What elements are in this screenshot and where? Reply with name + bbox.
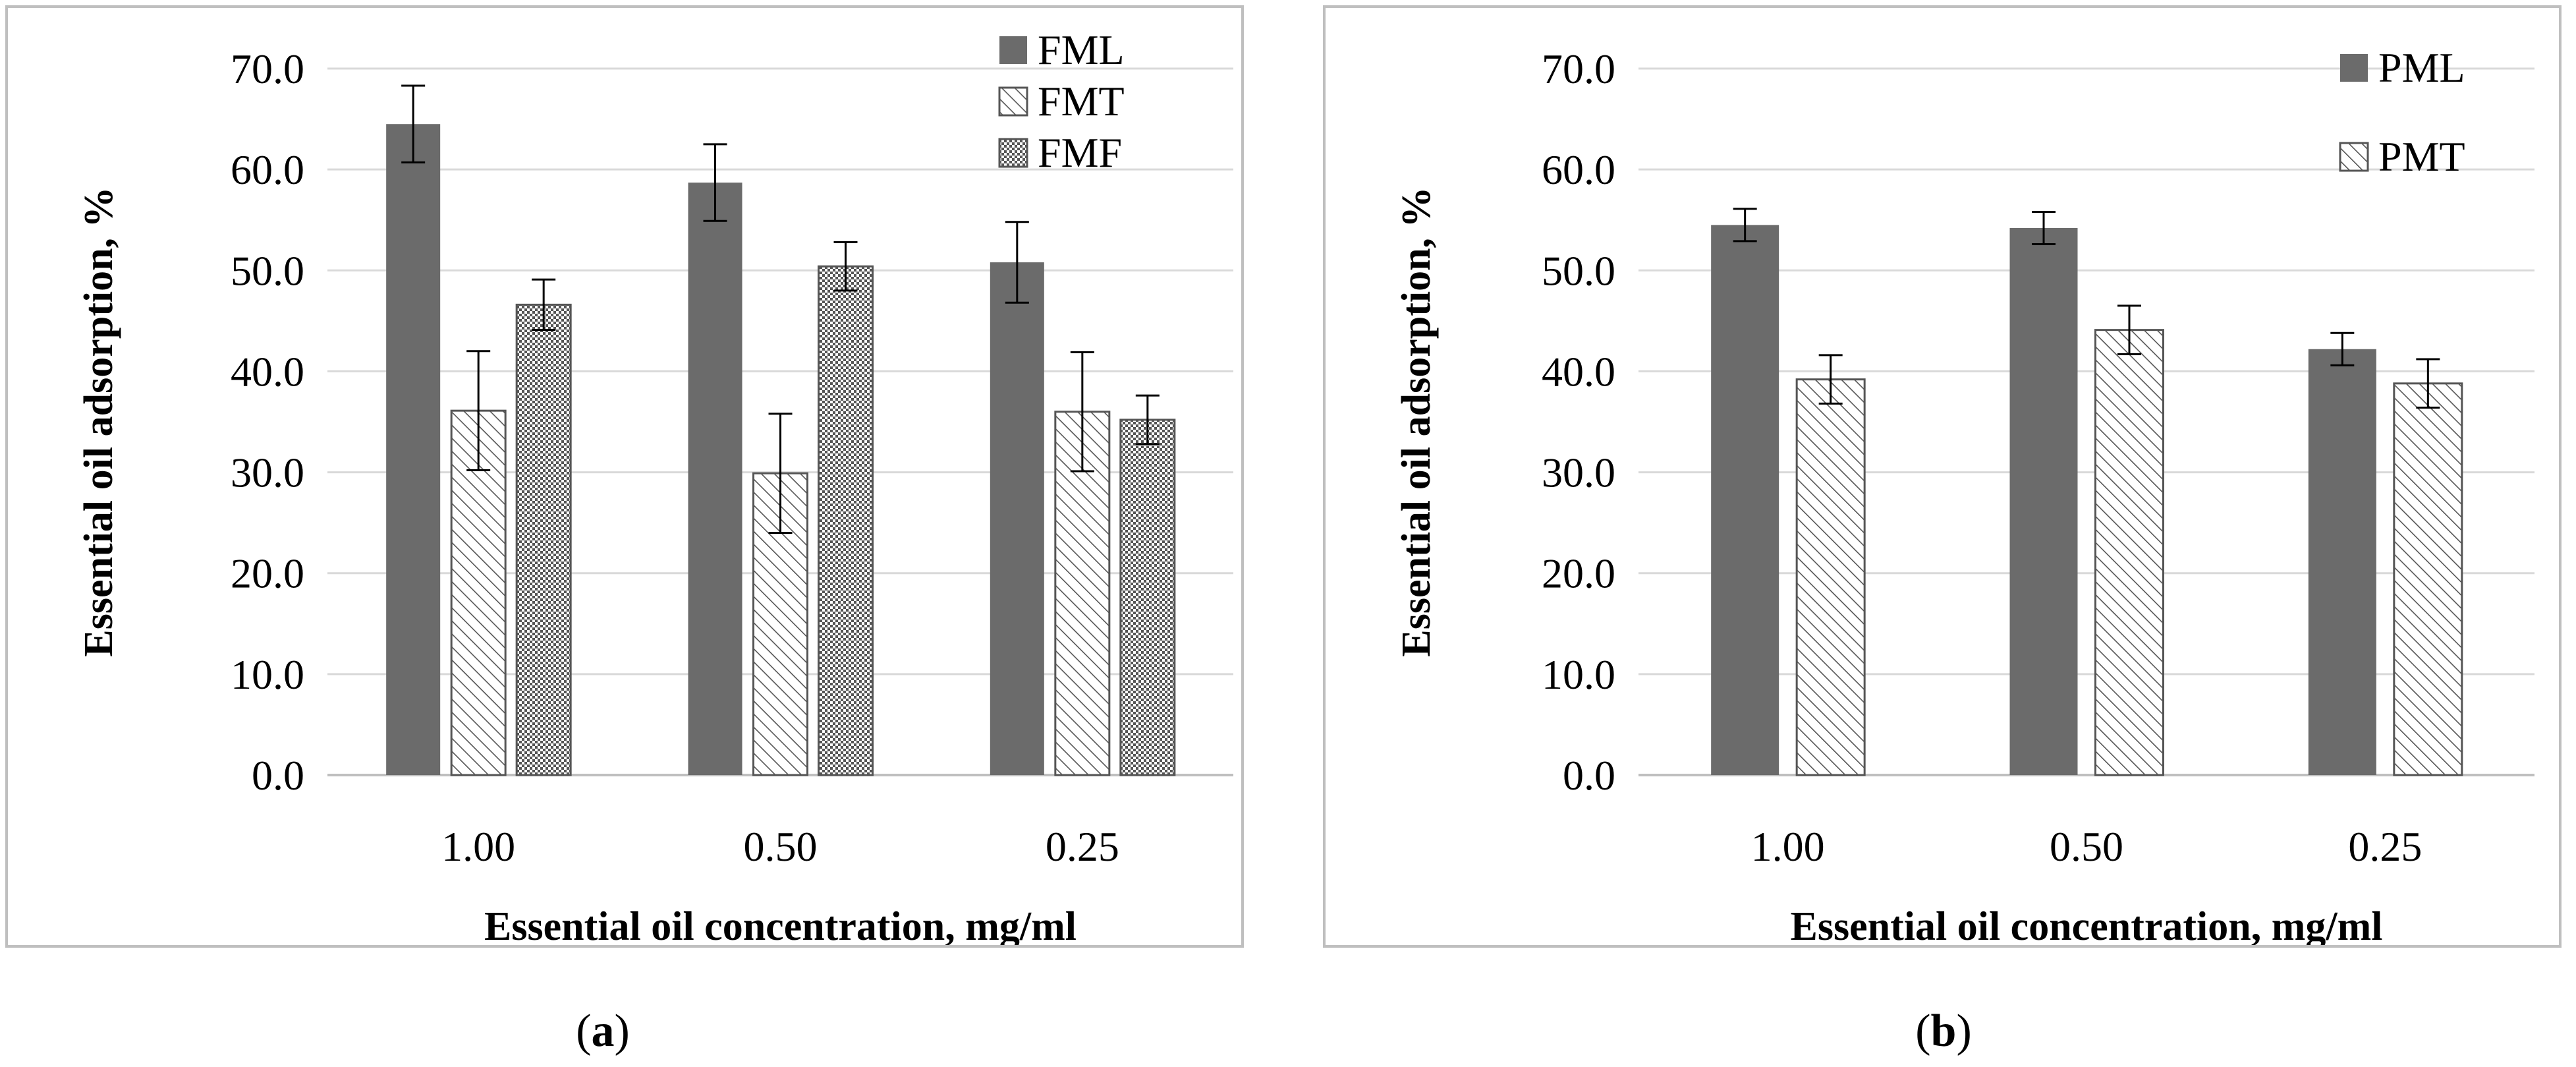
x-tick-label: 0.50 (2050, 823, 2123, 870)
y-tick-label: 0.0 (1563, 752, 1615, 799)
y-axis-title: Essential oil adsorption, % (1394, 187, 1439, 656)
caption-b-letter: b (1930, 1006, 1957, 1056)
bar-fmt-0 (450, 409, 507, 776)
y-tick-label: 30.0 (231, 449, 304, 496)
legend-swatch-pml (2340, 54, 2368, 82)
bar-pml-2 (2308, 349, 2376, 775)
y-tick-label: 10.0 (231, 651, 304, 698)
bar-pmt-1 (2094, 329, 2164, 776)
legend-swatch-fmt (998, 86, 1028, 117)
y-tick-label: 60.0 (1542, 146, 1615, 193)
legend-label-pmt: PMT (2378, 133, 2465, 180)
y-axis-title: Essential oil adsorption, % (76, 187, 121, 656)
bar-fmf-2 (1119, 418, 1176, 776)
caption-a: (a) (576, 1006, 630, 1056)
y-tick-label: 50.0 (1542, 247, 1615, 294)
bar-fmt-2 (1054, 411, 1111, 776)
bar-fmf-0 (515, 303, 572, 776)
bar-fmf-1 (818, 265, 874, 776)
bar-pmt-0 (1795, 378, 1866, 776)
chart-panel-a: 0.0 10.0 20.0 30.0 40.0 50.0 60.0 70.0 1.00 0.50 0… (5, 5, 1244, 948)
legend-label-fmf: FMF (1038, 129, 1122, 176)
x-axis-title: Essential oil concentration, mg/ml (484, 904, 1077, 945)
bar-fml-1 (688, 183, 742, 776)
bar-fml-0 (386, 124, 441, 775)
y-tick-label: 50.0 (231, 247, 304, 294)
legend-swatch-fmf (998, 138, 1028, 168)
y-tick-label: 60.0 (231, 146, 304, 193)
y-tick-label: 10.0 (1542, 651, 1615, 698)
bar-fml-2 (990, 262, 1044, 775)
chart-panel-b: 0.0 10.0 20.0 30.0 40.0 50.0 60.0 70.0 1.00 0.50 0… (1323, 5, 2562, 948)
caption-a-letter: a (591, 1006, 615, 1056)
y-tick-label: 0.0 (252, 752, 304, 799)
x-tick-label: 0.25 (2348, 823, 2422, 870)
legend-label-fml: FML (1038, 26, 1125, 73)
y-tick-label: 30.0 (1542, 449, 1615, 496)
bar-pml-0 (1711, 225, 1779, 775)
x-tick-label: 1.00 (1751, 823, 1825, 870)
x-tick-label: 0.50 (744, 823, 818, 870)
x-axis-title: Essential oil concentration, mg/ml (1791, 904, 2383, 945)
caption-b: (b) (1915, 1006, 1972, 1056)
legend-label-fmt: FMT (1038, 78, 1125, 125)
bar-pml-1 (2009, 227, 2078, 776)
y-tick-label: 20.0 (231, 550, 304, 597)
y-tick-label: 40.0 (231, 348, 304, 395)
x-tick-label: 0.25 (1046, 823, 1119, 870)
chart-b-svg: 0.0 10.0 20.0 30.0 40.0 50.0 60.0 70.0 1.00 0.50 0… (1394, 44, 2534, 945)
bar-pmt-2 (2393, 382, 2463, 776)
y-tick-label: 20.0 (1542, 550, 1615, 597)
x-tick-label: 1.00 (441, 823, 515, 870)
chart-a-svg: 0.0 10.0 20.0 30.0 40.0 50.0 60.0 70.0 1.00 0.50 0… (76, 26, 1233, 945)
y-tick-label: 40.0 (1542, 348, 1615, 395)
legend-label-pml: PML (2378, 44, 2465, 91)
legend-swatch-pmt (2339, 142, 2369, 172)
y-tick-label: 70.0 (231, 45, 304, 92)
legend-swatch-fml (999, 36, 1027, 64)
y-tick-label: 70.0 (1542, 45, 1615, 92)
